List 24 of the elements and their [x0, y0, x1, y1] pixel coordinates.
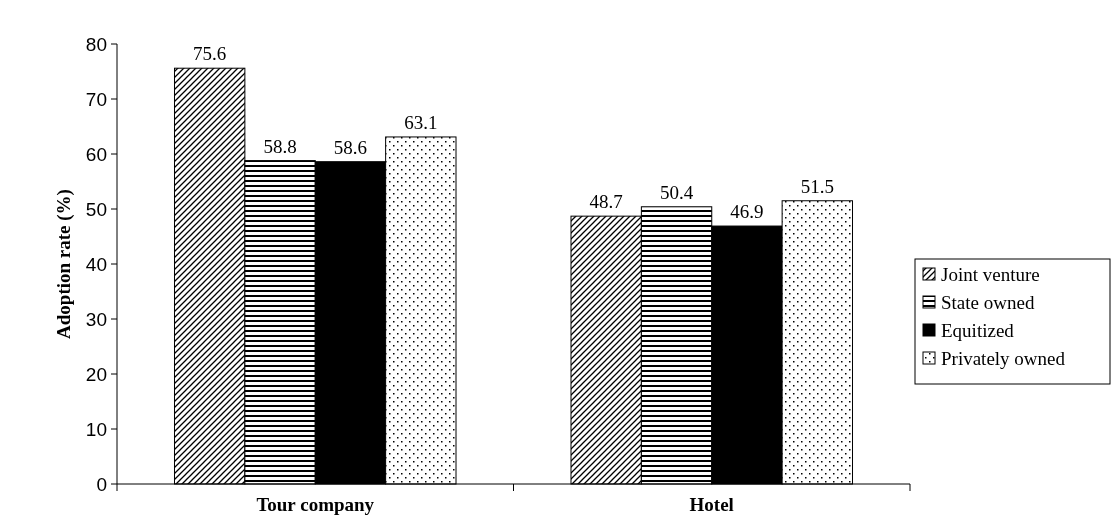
- y-tick-label: 30: [85, 308, 107, 330]
- legend-label: Equitized: [941, 319, 1015, 341]
- y-tick-label: 40: [85, 253, 107, 275]
- x-tick-label: Tour company: [256, 494, 375, 515]
- y-tick-label: 50: [85, 198, 107, 220]
- data-label: 51.5: [800, 175, 834, 197]
- x-tick-label: Hotel: [689, 494, 734, 515]
- y-tick-label: 70: [85, 88, 107, 110]
- legend-label: State owned: [941, 291, 1035, 313]
- data-label: 48.7: [589, 191, 623, 213]
- y-tick-label: 80: [85, 33, 107, 55]
- y-axis-title: Adoption rate (%): [53, 189, 75, 339]
- data-label: 58.6: [333, 136, 368, 158]
- y-tick-label: 0: [96, 473, 107, 495]
- legend-label: Privately owned: [941, 347, 1066, 369]
- data-label: 50.4: [659, 181, 694, 203]
- data-label: 58.8: [263, 135, 297, 157]
- data-label: 46.9: [730, 201, 764, 223]
- legend-label: Joint venture: [941, 263, 1040, 285]
- y-tick-label: 10: [85, 418, 107, 440]
- y-tick-label: 20: [85, 363, 107, 385]
- data-label: 75.6: [193, 43, 227, 65]
- data-label: 63.1: [404, 111, 438, 133]
- y-tick-label: 60: [85, 143, 107, 165]
